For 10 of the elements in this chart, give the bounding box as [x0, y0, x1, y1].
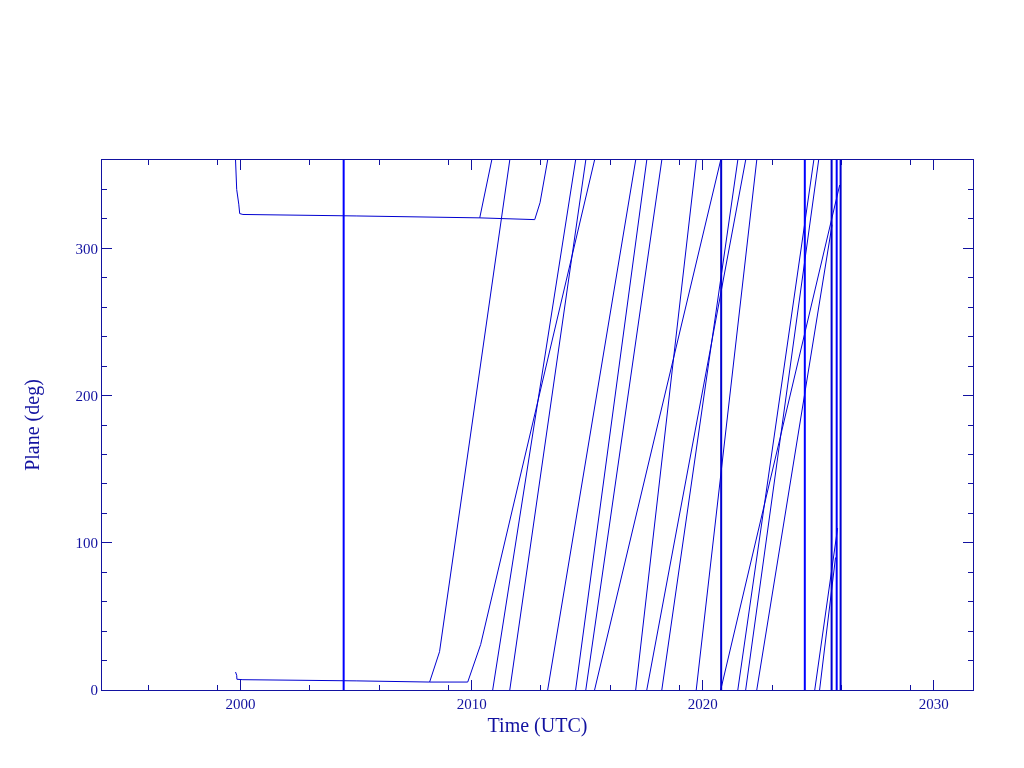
- y-tick-label: 200: [75, 387, 98, 404]
- y-tick-label: 300: [75, 240, 98, 257]
- y-tick-label: 0: [90, 682, 98, 699]
- x-tick-label: 2030: [918, 696, 949, 712]
- x-tick-label: 2010: [456, 696, 487, 712]
- y-tick-label: 100: [75, 535, 98, 552]
- x-axis-title: Time (UTC): [487, 713, 588, 737]
- x-tick-label: 2020: [687, 696, 718, 712]
- x-tick-label: 2000: [225, 696, 256, 712]
- y-axis-title: Plane (deg): [21, 379, 44, 471]
